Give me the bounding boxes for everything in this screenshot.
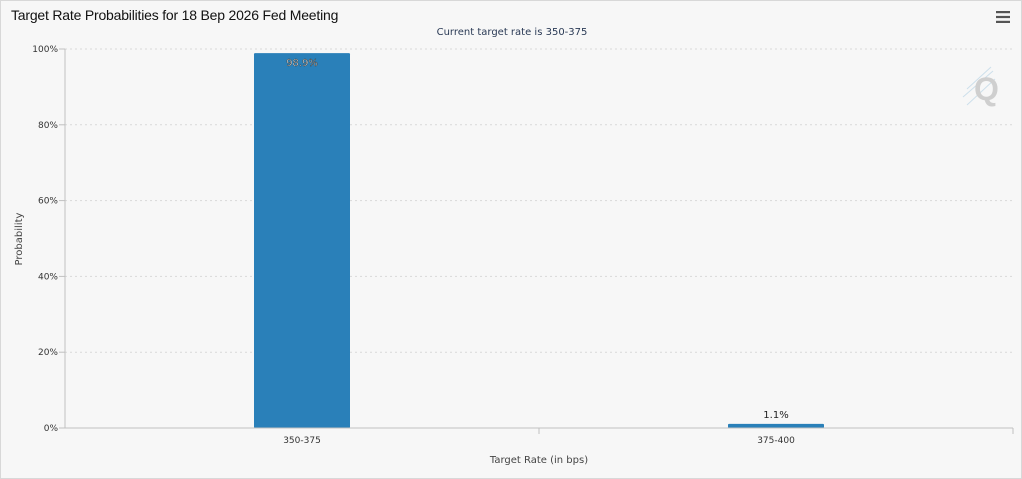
svg-text:Q: Q <box>974 71 999 107</box>
bar <box>254 53 350 428</box>
chart-subtitle: Current target rate is 350-375 <box>436 27 588 38</box>
x-tick-label: 375-400 <box>757 436 795 446</box>
y-tick-label: 40% <box>38 272 58 282</box>
bars <box>254 53 824 428</box>
y-tick-label: 80% <box>38 121 58 131</box>
data-labels: 98.9% 1.1% <box>286 58 789 421</box>
x-axis-title: Target Rate (in bps) <box>489 455 588 466</box>
logo-watermark-icon: Q <box>962 66 999 107</box>
y-tick-label: 0% <box>44 424 59 434</box>
y-axis-title: Probability <box>14 212 25 265</box>
y-tick-label: 100% <box>32 45 58 55</box>
data-label: 98.9% <box>286 58 318 69</box>
axes: 0% 20% 40% 60% 80% 100% 350-375 375-400 <box>32 45 1014 446</box>
chart-title: Target Rate Probabilities for 18 Вер 202… <box>11 7 339 23</box>
x-tick-label: 350-375 <box>283 436 321 446</box>
gridlines <box>65 48 1013 353</box>
menu-icon[interactable] <box>995 9 1011 25</box>
bar <box>728 423 824 428</box>
data-label: 1.1% <box>763 410 788 421</box>
y-tick-label: 60% <box>38 197 58 207</box>
y-tick-label: 20% <box>38 348 58 358</box>
